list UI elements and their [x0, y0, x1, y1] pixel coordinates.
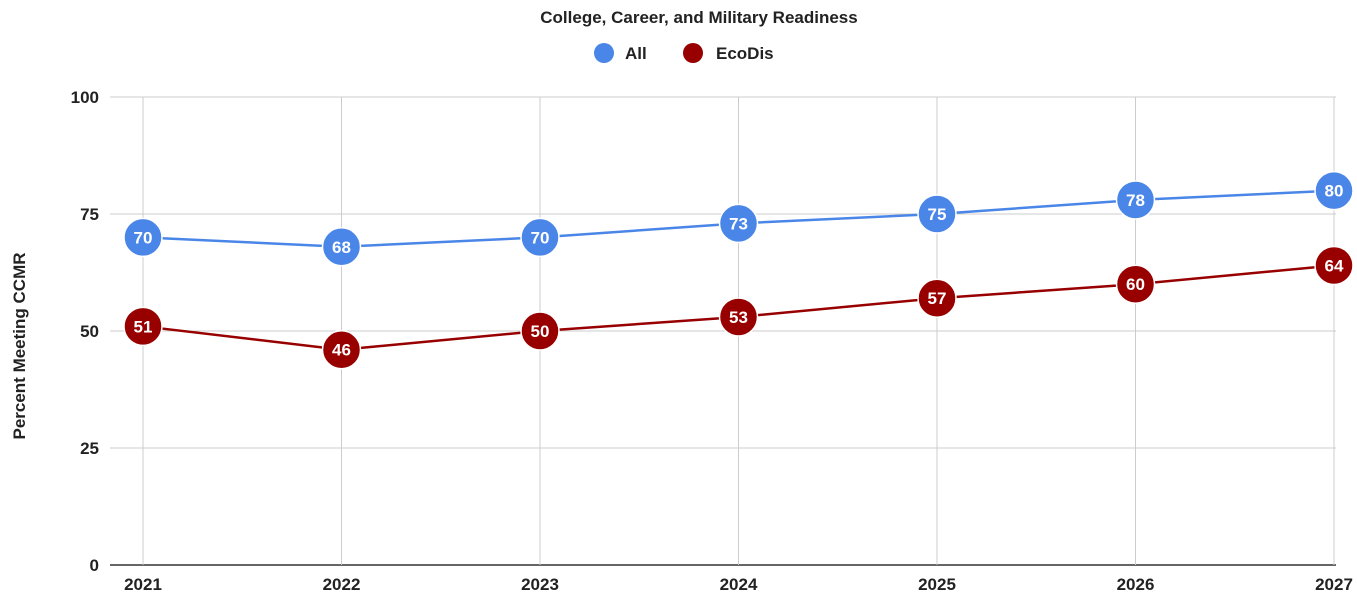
data-label: 70	[134, 228, 153, 247]
legend-marker	[594, 43, 614, 63]
data-point	[1115, 180, 1156, 220]
data-label: 57	[928, 289, 947, 308]
legend: All EcoDis	[594, 43, 774, 63]
data-label: 78	[1126, 191, 1145, 210]
data-point	[321, 227, 362, 267]
x-tick-label: 2026	[1117, 575, 1155, 594]
data-point	[321, 329, 362, 370]
data-label: 50	[531, 322, 550, 341]
y-axis-label: Percent Meeting CCMR	[10, 252, 29, 439]
data-label: 60	[1126, 275, 1145, 294]
data-label: 46	[332, 341, 351, 360]
x-tick-label: 2025	[918, 575, 956, 594]
grid	[110, 96, 1336, 566]
data-point	[917, 194, 957, 234]
data-point	[1115, 264, 1156, 304]
data-point	[123, 306, 163, 347]
data-point	[718, 203, 759, 244]
y-tick-label: 50	[80, 322, 99, 341]
data-label: 70	[531, 228, 550, 247]
data-point	[520, 311, 560, 351]
y-tick-label: 75	[80, 205, 99, 224]
chart-title: College, Career, and Military Readiness	[540, 8, 857, 27]
data-point	[917, 278, 957, 318]
y-tick-label: 25	[80, 439, 99, 458]
x-tick-label: 2027	[1315, 575, 1353, 594]
data-point	[1314, 245, 1354, 286]
x-tick-label: 2024	[720, 575, 758, 594]
data-label: 73	[729, 214, 748, 233]
data-label: 80	[1325, 182, 1344, 201]
legend-marker	[683, 43, 703, 63]
y-axis-ticks: 0 25 50 75 100	[71, 88, 99, 575]
legend-label: EcoDis	[716, 44, 774, 63]
data-point	[1314, 170, 1354, 211]
series-layer: 70 68 70 73 75 78 80 51 46 50 53 57 60 64	[123, 170, 1354, 370]
data-label: 68	[332, 238, 351, 257]
data-label: 75	[928, 205, 947, 224]
x-tick-label: 2023	[521, 575, 559, 594]
data-point	[718, 297, 759, 337]
data-label: 51	[134, 317, 153, 336]
x-axis-ticks: 2021 2022 2023 2024 2025 2026 2027	[124, 575, 1353, 594]
x-tick-label: 2021	[124, 575, 162, 594]
y-tick-label: 100	[71, 88, 99, 107]
y-tick-label: 0	[90, 556, 99, 575]
legend-label: All	[625, 44, 647, 63]
data-label: 64	[1325, 256, 1344, 275]
data-point	[520, 217, 560, 258]
x-tick-label: 2022	[323, 575, 361, 594]
data-label: 53	[729, 308, 748, 327]
data-point	[123, 217, 163, 258]
